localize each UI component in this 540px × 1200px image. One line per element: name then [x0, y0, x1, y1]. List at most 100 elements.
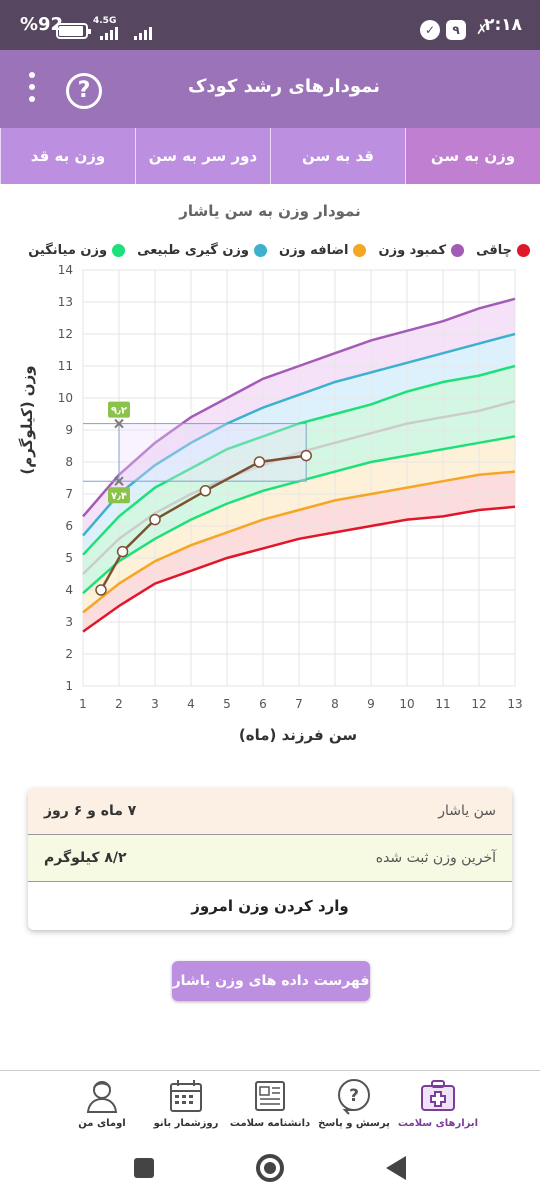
network-type: 4.5G: [93, 16, 117, 26]
x-tick-label: 8: [331, 697, 339, 711]
app-header: ? نمودارهای رشد کودک: [0, 50, 540, 128]
nav-health-tools[interactable]: ابزارهای سلامت: [396, 1071, 480, 1138]
x-tick-label: 7: [295, 697, 303, 711]
y-tick-label: 5: [65, 551, 73, 565]
notification-count-icon: ۹: [446, 20, 466, 40]
weight-point: [199, 485, 212, 497]
y-tick-label: 9: [65, 423, 73, 437]
health-tools-icon: [421, 1080, 455, 1111]
x-tick-label: 12: [471, 697, 486, 711]
legend-item-underweight: کمبود وزن: [378, 240, 465, 260]
recent-apps-icon[interactable]: [134, 1158, 154, 1178]
signal-icon-2: [134, 24, 152, 40]
y-tick-label: 11: [58, 359, 73, 373]
weight-series-line: [99, 454, 307, 591]
reference-line: [82, 332, 516, 537]
profile-icon: [86, 1081, 118, 1113]
nav-question-answer[interactable]: ? پرسش و پاسخ: [312, 1071, 396, 1138]
info-card: ۷ ماه و ۶ روز سن یاشار ۸/۲ کیلوگرم آخرین…: [28, 788, 512, 930]
status-bar: %92 4.5G ✓ ۹ ✗ ۲:۱۸: [0, 0, 540, 50]
y-tick-label: 2: [65, 647, 73, 661]
x-tick-label: 9: [367, 697, 375, 711]
y-tick-label: 4: [65, 583, 73, 597]
nav-label: دانشنامه سلامت: [229, 1118, 311, 1129]
y-tick-label: 14: [58, 263, 73, 277]
x-tick-label: 1: [79, 697, 87, 711]
app-notification-icon: ✓: [420, 20, 440, 40]
range-marker: [114, 476, 124, 486]
reference-line: [82, 505, 516, 633]
back-icon[interactable]: [386, 1156, 406, 1180]
tab-head-age[interactable]: دور سر به سن: [135, 128, 270, 184]
nav-encyclopedia[interactable]: دانشنامه سلامت: [228, 1071, 312, 1138]
legend-item-obese: چاقی: [476, 240, 530, 260]
x-tick-label: 5: [223, 697, 231, 711]
x-tick-label: 10: [399, 697, 414, 711]
reference-line: [82, 297, 516, 518]
reference-line: [82, 470, 516, 614]
weight-label: آخرین وزن ثبت شده: [375, 850, 496, 866]
age-value: ۷ ماه و ۶ روز: [44, 803, 137, 819]
chart-tabs: وزن به سن قد به سن دور سر به سن وزن به ق…: [0, 128, 540, 184]
weight-point: [149, 513, 161, 526]
signal-icon: [100, 24, 118, 40]
legend-item-overweight: اضافه وزن: [279, 240, 367, 260]
bottom-navigation: ابزارهای سلامت ? پرسش و پاسخ دانشنامه سل…: [0, 1070, 540, 1138]
mute-icon: ✗: [476, 22, 488, 38]
legend-swatch: [517, 243, 530, 257]
nav-label: ابزارهای سلامت: [397, 1118, 479, 1129]
legend-swatch: [451, 243, 465, 257]
home-icon[interactable]: [256, 1154, 284, 1182]
y-tick-label: 6: [65, 519, 73, 533]
y-tick-label: 8: [65, 455, 73, 469]
legend-swatch: [254, 243, 267, 257]
nav-profile[interactable]: اومای من: [60, 1071, 144, 1138]
tab-weight-age[interactable]: وزن به سن: [405, 128, 540, 184]
weight-row: ۸/۲ کیلوگرم آخرین وزن ثبت شده: [28, 835, 512, 882]
help-button[interactable]: ?: [66, 73, 102, 109]
system-navigation: [0, 1138, 540, 1200]
legend-label: چاقی: [476, 242, 512, 258]
x-tick-label: 4: [187, 697, 195, 711]
chart-title: نمودار وزن به سن یاشار: [179, 202, 361, 220]
x-tick-label: 6: [259, 697, 267, 711]
x-tick-label: 2: [115, 697, 123, 711]
y-axis-label: وزن (کیلوگرم): [18, 365, 36, 475]
clock: ۲:۱۸: [484, 15, 522, 35]
age-row: ۷ ماه و ۶ روز سن یاشار: [28, 788, 512, 835]
tab-weight-height[interactable]: وزن به قد: [0, 128, 135, 184]
nav-label: اومای من: [78, 1118, 126, 1129]
tab-height-age[interactable]: قد به سن: [270, 128, 405, 184]
range-marker-badge: [108, 487, 130, 504]
legend-label: وزن گیری طبیعی: [137, 242, 249, 258]
enter-weight-button[interactable]: وارد کردن وزن امروز: [191, 897, 349, 915]
legend-label: کمبود وزن: [378, 242, 447, 258]
range-marker-label: ۹٫۲: [111, 406, 127, 417]
y-tick-label: 13: [58, 295, 73, 309]
range-marker-label: ۷٫۴: [111, 491, 127, 502]
weight-list-button[interactable]: فهرست داده های وزن یاشار: [172, 961, 370, 1001]
nav-calendar[interactable]: روزشمار بانو: [144, 1071, 228, 1138]
legend-item-normal: وزن گیری طبیعی: [137, 240, 267, 260]
y-tick-label: 12: [58, 327, 73, 341]
battery-percent: %92: [20, 14, 64, 35]
nav-label: پرسش و پاسخ: [318, 1118, 390, 1129]
age-label: سن یاشار: [438, 803, 496, 819]
weight-point: [95, 584, 107, 596]
y-tick-label: 7: [65, 487, 73, 501]
y-tick-label: 3: [65, 615, 73, 629]
weight-point: [253, 456, 266, 468]
range-marker-badge: [108, 401, 130, 418]
page-title: نمودارهای رشد کودک: [187, 76, 380, 97]
svg-text:?: ?: [349, 1086, 359, 1106]
legend-label: اضافه وزن: [279, 242, 349, 258]
weight-value: ۸/۲ کیلوگرم: [44, 850, 127, 866]
more-options-icon[interactable]: [24, 72, 40, 108]
legend-item-average: وزن میانگین: [28, 240, 126, 260]
highlight-range: [118, 423, 307, 482]
chart-legend: چاقی کمبود وزن اضافه وزن وزن گیری طبیعی …: [10, 240, 530, 260]
legend-swatch: [353, 243, 367, 257]
weight-point: [300, 449, 312, 462]
nav-label: روزشمار بانو: [153, 1118, 219, 1129]
legend-swatch: [112, 243, 126, 257]
